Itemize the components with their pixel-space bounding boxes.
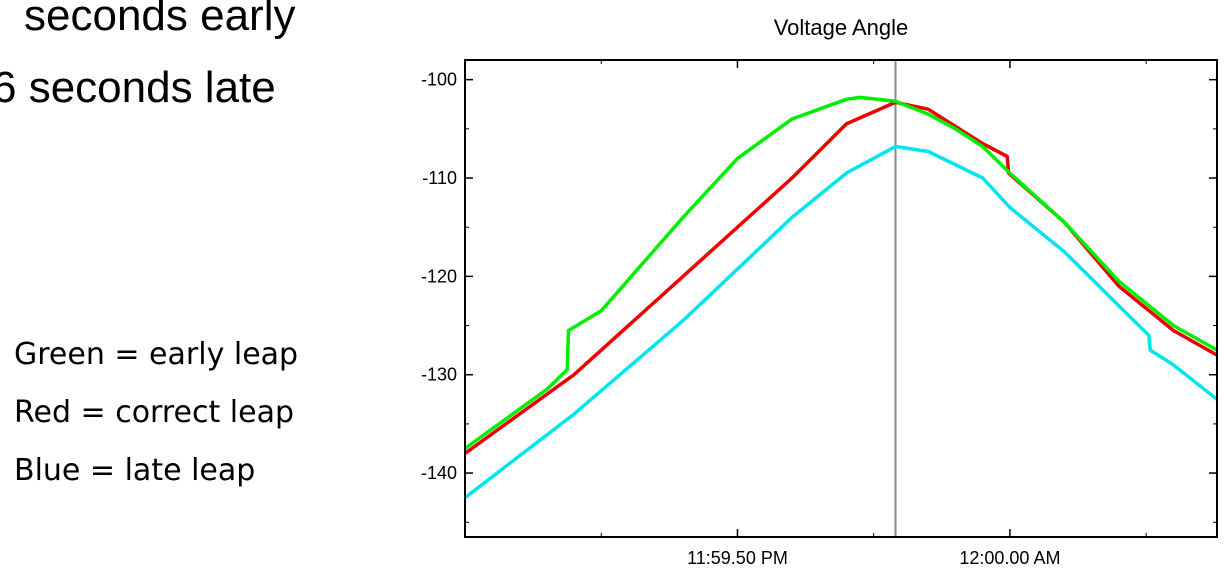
x-tick-label-1: 12:00.00 AM [959,548,1060,568]
plot-background [465,60,1217,537]
y-tick-label-1: -110 [422,168,457,188]
slide-text-line-1: seconds early [24,0,296,40]
y-tick-label-4: -140 [421,463,457,483]
legend-note-green: Green = early leap [14,337,299,372]
slide-text-line-2: 6 seconds late [0,63,276,112]
chart-title: Voltage Angle [774,15,909,40]
series-line-red [465,100,1217,455]
legend-note-red: Red = correct leap [14,395,295,430]
x-tick-label-0: 11:59.50 PM [687,548,788,568]
series-line-blue [465,144,1217,500]
legend-note-blue: Blue = late leap [14,453,256,488]
plot-frame [464,59,1218,538]
y-tick-label-2: -120 [421,266,457,286]
y-tick-label-3: -130 [421,365,457,385]
series-line-green [465,95,1217,450]
y-tick-label-0: -100 [421,70,457,90]
